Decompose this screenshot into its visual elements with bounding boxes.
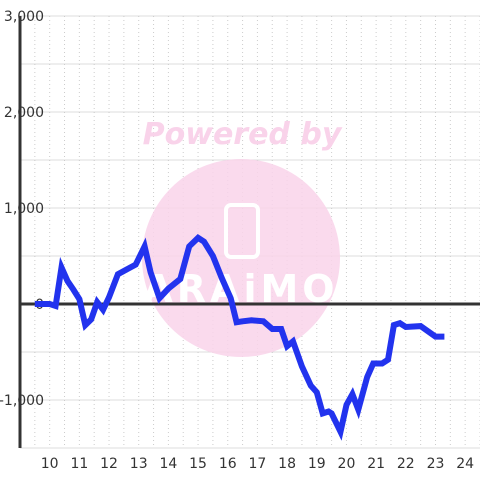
watermark-text: Powered by <box>143 117 343 152</box>
x-tick-label: 19 <box>308 456 326 472</box>
data-point <box>346 404 347 405</box>
x-tick-label: 10 <box>41 456 59 472</box>
data-point <box>117 274 118 275</box>
data-point <box>150 272 151 273</box>
data-point <box>236 322 237 323</box>
data-point <box>310 385 311 386</box>
data-point <box>352 394 353 395</box>
x-tick-label: 18 <box>278 456 296 472</box>
data-point <box>73 289 74 290</box>
x-tick-label: 22 <box>397 456 415 472</box>
data-point <box>287 346 288 347</box>
y-tick-label: 2,000 <box>4 105 44 121</box>
data-point <box>263 321 264 322</box>
data-point <box>67 280 68 281</box>
data-point <box>316 392 317 393</box>
data-point <box>382 363 383 364</box>
data-point <box>281 328 282 329</box>
x-tick-label: 23 <box>427 456 445 472</box>
data-point <box>168 288 169 289</box>
y-tick-label: 1,000 <box>4 201 44 217</box>
data-point <box>405 327 406 328</box>
x-tick-label: 24 <box>456 456 474 472</box>
x-tick-label: 12 <box>100 456 118 472</box>
data-point <box>159 298 160 299</box>
series <box>34 233 445 441</box>
data-point <box>97 302 98 303</box>
y-tick-label: -1,000 <box>0 393 44 409</box>
x-tick-label: 17 <box>249 456 267 472</box>
data-point <box>91 319 92 320</box>
data-point <box>399 323 400 324</box>
data-point <box>328 411 329 412</box>
x-tick-label: 16 <box>219 456 237 472</box>
data-point <box>388 359 389 360</box>
data-point <box>420 326 421 327</box>
series-line <box>34 233 445 441</box>
data-point <box>212 256 213 257</box>
data-point <box>251 320 252 321</box>
data-point <box>198 237 199 238</box>
data-point <box>221 278 222 279</box>
data-point <box>242 321 243 322</box>
x-tick-label: 11 <box>70 456 88 472</box>
data-point <box>272 328 273 329</box>
y-tick-label: 3,000 <box>4 9 44 25</box>
data-point <box>144 246 145 247</box>
data-point <box>109 297 110 298</box>
data-point <box>180 279 181 280</box>
data-point <box>55 305 56 306</box>
data-point <box>358 409 359 410</box>
x-tick-label: 21 <box>367 456 385 472</box>
data-point <box>34 304 35 305</box>
data-point <box>204 241 205 242</box>
data-point <box>230 298 231 299</box>
data-point <box>301 366 302 367</box>
data-point <box>331 413 332 414</box>
data-point <box>373 363 374 364</box>
data-point <box>435 336 436 337</box>
data-point <box>49 304 50 305</box>
data-point <box>393 325 394 326</box>
data-point <box>126 269 127 270</box>
x-tick-label: 20 <box>338 456 356 472</box>
data-point <box>367 376 368 377</box>
data-point <box>322 413 323 414</box>
data-point <box>85 325 86 326</box>
data-point <box>444 336 445 337</box>
data-point <box>135 264 136 265</box>
x-tick-label: 14 <box>159 456 177 472</box>
watermark-phone-icon <box>224 203 260 259</box>
data-point <box>61 267 62 268</box>
data-point <box>103 309 104 310</box>
data-point <box>340 431 341 432</box>
x-tick-label: 15 <box>189 456 207 472</box>
x-tick-label: 13 <box>130 456 148 472</box>
data-point <box>79 299 80 300</box>
data-point <box>293 341 294 342</box>
data-point <box>189 246 190 247</box>
